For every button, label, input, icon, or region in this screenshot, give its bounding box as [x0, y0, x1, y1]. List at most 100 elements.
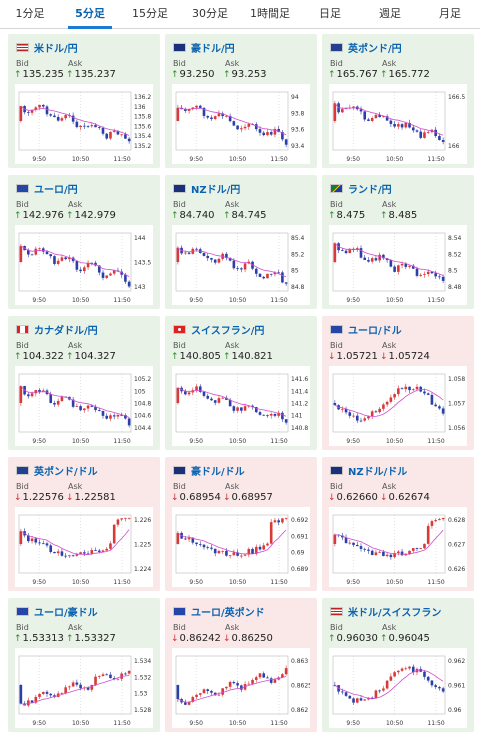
- rate-card[interactable]: 英ポンド/ドル Bid Ask ↓1.22576 ↓1.22581 1.226 1…: [8, 457, 160, 591]
- pair-title[interactable]: ユーロ/ドル: [348, 325, 402, 337]
- candle-body: [109, 131, 112, 139]
- pair-title[interactable]: NZドル/円: [191, 184, 241, 196]
- bid-value: ↑1.53313: [14, 633, 64, 644]
- x-tick-label: 9:50: [346, 720, 360, 727]
- candle-body: [210, 258, 213, 260]
- pair-title[interactable]: ユーロ/豪ドル: [34, 607, 98, 619]
- ask-value: ↑135.237: [66, 69, 116, 80]
- rate-card[interactable]: 英ポンド/円 Bid Ask ↑165.767 ↑165.772 166.5 16…: [322, 34, 474, 168]
- candle-body: [240, 685, 243, 690]
- candle-body: [97, 265, 101, 273]
- candle-body: [68, 686, 71, 688]
- tab-2[interactable]: 5分足: [60, 0, 120, 29]
- y-tick-label: 0.628: [448, 517, 465, 524]
- rate-card[interactable]: ランド/円 Bid Ask ↑8.475 ↑8.485 8.54 8.52 8.5 8…: [322, 175, 474, 309]
- y-tick-label: 104.4: [134, 425, 151, 432]
- pair-title[interactable]: ユーロ/英ポンド: [191, 607, 265, 619]
- candle-body: [344, 108, 348, 110]
- x-tick-label: 11:50: [270, 579, 287, 586]
- down-arrow-icon: ↓: [14, 493, 22, 503]
- rate-card[interactable]: ユーロ/豪ドル Bid Ask ↑1.53313 ↑1.53327 1.534 1…: [8, 598, 160, 732]
- candle-body: [370, 258, 374, 262]
- y-tick-label: 0.862: [291, 707, 308, 714]
- rate-card[interactable]: ユーロ/ドル Bid Ask ↓1.05721 ↓1.05724 1.058 1.…: [322, 316, 474, 450]
- candle-body: [19, 106, 23, 121]
- candle-body: [423, 132, 426, 138]
- ask-value: ↓1.05724: [380, 351, 430, 362]
- candle-body: [441, 140, 445, 142]
- moving-average-line: [334, 242, 444, 276]
- candle-body: [64, 257, 67, 260]
- y-tick-label: 0.626: [448, 566, 465, 573]
- y-tick-label: 8.54: [448, 235, 462, 242]
- pair-title[interactable]: 豪ドル/円: [191, 43, 235, 55]
- tab-8[interactable]: 月足: [439, 7, 461, 20]
- candle-body: [281, 412, 284, 420]
- pair-title[interactable]: スイスフラン/円: [191, 325, 265, 337]
- candle-body: [277, 412, 280, 416]
- candle-body: [254, 268, 258, 274]
- candle-body: [243, 263, 247, 270]
- candle-body: [97, 127, 101, 128]
- candle-body: [411, 265, 415, 269]
- candle-body: [176, 387, 180, 403]
- candle-body: [38, 542, 41, 544]
- pair-title[interactable]: 英ポンド/円: [348, 43, 402, 55]
- pair-title[interactable]: 英ポンド/ドル: [34, 466, 98, 478]
- candle-body: [378, 690, 381, 692]
- card-header: ランド/円: [330, 181, 392, 196]
- rate-card[interactable]: ユーロ/円 Bid Ask ↑142.976 ↑142.979 144 143.5…: [8, 175, 160, 309]
- pair-title[interactable]: カナダドル/円: [34, 325, 98, 337]
- candle-body: [105, 674, 109, 676]
- candle-body: [184, 252, 187, 254]
- candle-body: [198, 544, 202, 545]
- rate-card[interactable]: NZドル/ドル Bid Ask ↓0.62660 ↓0.62674 0.628 0…: [322, 457, 474, 591]
- pair-title[interactable]: 豪ドル/ドル: [191, 466, 245, 478]
- rate-card[interactable]: スイスフラン/円 Bid Ask ↑140.805 ↑140.821 141.6…: [165, 316, 317, 450]
- tab-1[interactable]: 1分足: [15, 7, 45, 20]
- rate-card[interactable]: カナダドル/円 Bid Ask ↑104.322 ↑104.327 105.2 1…: [8, 316, 160, 450]
- rate-card[interactable]: 豪ドル/円 Bid Ask ↑93.250 ↑93.253 94 93.8 93.6…: [165, 34, 317, 168]
- tab-5[interactable]: 1時間足: [250, 7, 290, 20]
- pair-title[interactable]: ランド/円: [348, 184, 392, 196]
- rate-card[interactable]: 豪ドル/ドル Bid Ask ↓0.68954 ↓0.68957 0.692 0.…: [165, 457, 317, 591]
- candlestick-chart: 85.4 85.2 85 84.8 9:50 10:50 11:50: [172, 225, 310, 305]
- candle-body: [240, 407, 243, 411]
- candle-body: [187, 108, 191, 111]
- candle-body: [281, 674, 284, 678]
- candle-body: [363, 699, 367, 701]
- candle-body: [400, 388, 404, 390]
- candle-body: [184, 391, 187, 395]
- tab-7[interactable]: 週足: [379, 7, 401, 20]
- y-tick-label: 8.52: [448, 251, 462, 258]
- candle-body: [202, 544, 206, 548]
- us-jp-flag-icon: [16, 42, 29, 52]
- tab-4[interactable]: 30分足: [192, 7, 228, 20]
- candle-body: [213, 116, 217, 119]
- rate-card[interactable]: 米ドル/円 Bid Ask ↑135.235 ↑135.237 136.2 136…: [8, 34, 160, 168]
- y-tick-label: 0.692: [291, 517, 308, 524]
- candle-body: [124, 673, 127, 675]
- pair-title[interactable]: NZドル/ドル: [348, 466, 408, 478]
- rate-card[interactable]: ユーロ/英ポンド Bid Ask ↓0.86242 ↓0.86250 0.863…: [165, 598, 317, 732]
- candle-body: [382, 688, 385, 691]
- tab-6[interactable]: 日足: [319, 7, 341, 20]
- candle-body: [359, 109, 363, 112]
- candle-body: [430, 521, 434, 526]
- candle-body: [120, 134, 123, 136]
- moving-average-line: [177, 107, 287, 136]
- candle-body: [75, 682, 79, 685]
- pair-title[interactable]: ユーロ/円: [34, 184, 78, 196]
- candle-body: [266, 543, 269, 546]
- tab-3[interactable]: 15分足: [132, 7, 168, 20]
- candle-body: [90, 125, 94, 127]
- rate-card[interactable]: NZドル/円 Bid Ask ↑84.740 ↑84.745 85.4 85.2 8…: [165, 175, 317, 309]
- pair-title[interactable]: 米ドル/円: [34, 43, 78, 55]
- y-tick-label: 141.6: [291, 376, 308, 383]
- pair-title[interactable]: 米ドル/スイスフラン: [348, 607, 442, 619]
- ch-jp-flag-icon: [173, 324, 186, 334]
- timeframe-tabs: 1分足 5分足 15分足 30分足 1時間足 日足 週足 月足: [0, 0, 480, 29]
- plot-area: [332, 514, 446, 574]
- rate-card[interactable]: 米ドル/スイスフラン Bid Ask ↑0.96030 ↑0.96045 0.9…: [322, 598, 474, 732]
- x-tick-label: 9:50: [346, 438, 360, 445]
